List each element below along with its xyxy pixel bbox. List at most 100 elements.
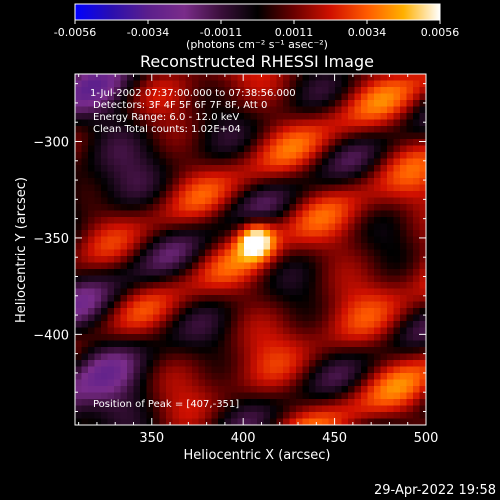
heatmap-cell (120, 262, 128, 270)
heatmap-cell (302, 119, 310, 127)
heatmap-cell (218, 282, 225, 289)
heatmap-cell (107, 366, 115, 374)
heatmap-cell (185, 399, 193, 406)
heatmap-cell (120, 256, 128, 263)
heatmap-cell (218, 139, 225, 146)
heatmap-cell (419, 243, 427, 250)
heatmap-cell (406, 373, 414, 380)
heatmap-cell (198, 165, 206, 172)
heatmap-cell (348, 126, 355, 133)
heatmap-cell (114, 366, 121, 374)
heatmap-cell (348, 334, 355, 341)
heatmap-cell (231, 399, 238, 406)
heatmap-cell (400, 158, 407, 166)
heatmap-cell (159, 262, 167, 270)
heatmap-cell (341, 327, 349, 335)
heatmap-cell (257, 178, 264, 185)
heatmap-cell (159, 243, 167, 250)
heatmap-cell (250, 178, 258, 185)
heatmap-cell (75, 262, 82, 270)
heatmap-cell (309, 321, 316, 328)
heatmap-cell (237, 165, 245, 172)
heatmap-cell (387, 321, 394, 328)
heatmap-cell (146, 223, 154, 231)
heatmap-cell (81, 74, 89, 81)
heatmap-cell (374, 275, 381, 283)
heatmap-cell (140, 314, 147, 322)
heatmap-cell (172, 158, 180, 166)
heatmap-cell (120, 334, 128, 341)
heatmap-cell (166, 262, 173, 270)
heatmap-cell (348, 321, 355, 328)
heatmap-cell (315, 158, 323, 166)
heatmap-cell (75, 347, 82, 354)
heatmap-cell (120, 171, 128, 179)
heatmap-cell (81, 308, 89, 315)
heatmap-cell (172, 314, 180, 322)
heatmap-cell (172, 87, 180, 94)
heatmap-cell (127, 301, 134, 309)
heatmap-cell (387, 243, 394, 250)
heatmap-cell (146, 295, 154, 302)
heatmap-cell (94, 386, 102, 393)
heatmap-cell (361, 145, 368, 153)
heatmap-cell (419, 288, 427, 296)
heatmap-cell (289, 93, 297, 101)
heatmap-cell (328, 379, 336, 387)
heatmap-cell (393, 347, 401, 354)
heatmap-cell (419, 204, 427, 211)
heatmap-cell (283, 386, 290, 393)
heatmap-cell (133, 152, 141, 159)
heatmap-cell (400, 275, 407, 283)
heatmap-cell (367, 243, 375, 250)
heatmap-cell (354, 275, 362, 283)
heatmap-cell (289, 230, 297, 237)
heatmap-cell (276, 230, 284, 237)
heatmap-cell (101, 126, 108, 133)
heatmap-cell (81, 321, 89, 328)
heatmap-cell (101, 113, 108, 120)
heatmap-cell (81, 269, 89, 276)
heatmap-cell (88, 399, 95, 406)
heatmap-cell (309, 132, 316, 140)
heatmap-cell (140, 295, 147, 302)
heatmap-cell (179, 210, 186, 218)
heatmap-cell (393, 152, 401, 159)
heatmap-cell (263, 256, 271, 263)
heatmap-cell (88, 275, 95, 283)
heatmap-cell (231, 80, 238, 88)
heatmap-cell (81, 392, 89, 400)
heatmap-cell (361, 113, 368, 120)
heatmap-cell (322, 184, 329, 192)
heatmap-cell (283, 191, 290, 198)
heatmap-cell (133, 139, 141, 146)
heatmap-cell (192, 171, 199, 179)
heatmap-cell (166, 132, 173, 140)
heatmap-cell (192, 379, 199, 387)
annotation-energy-range: Energy Range: 6.0 - 12.0 keV (93, 112, 239, 123)
heatmap-cell (387, 282, 394, 289)
heatmap-cell (146, 262, 154, 270)
heatmap-cell (270, 106, 277, 114)
heatmap-cell (296, 314, 303, 322)
heatmap-cell (172, 243, 180, 250)
heatmap-cell (387, 386, 394, 393)
heatmap-cell (127, 165, 134, 172)
heatmap-cell (367, 178, 375, 185)
heatmap-cell (140, 145, 147, 153)
heatmap-cell (315, 269, 323, 276)
heatmap-cell (101, 191, 108, 198)
heatmap-cell (270, 145, 277, 153)
heatmap-cell (335, 106, 342, 114)
heatmap-cell (133, 327, 141, 335)
heatmap-cell (406, 158, 414, 166)
heatmap-cell (341, 126, 349, 133)
heatmap-cell (400, 392, 407, 400)
heatmap-cell (107, 308, 115, 315)
heatmap-cell (250, 347, 258, 354)
heatmap-cell (205, 113, 212, 120)
heatmap-cell (393, 243, 401, 250)
heatmap-cell (341, 295, 349, 302)
heatmap-cell (114, 334, 121, 341)
heatmap-cell (205, 204, 212, 211)
